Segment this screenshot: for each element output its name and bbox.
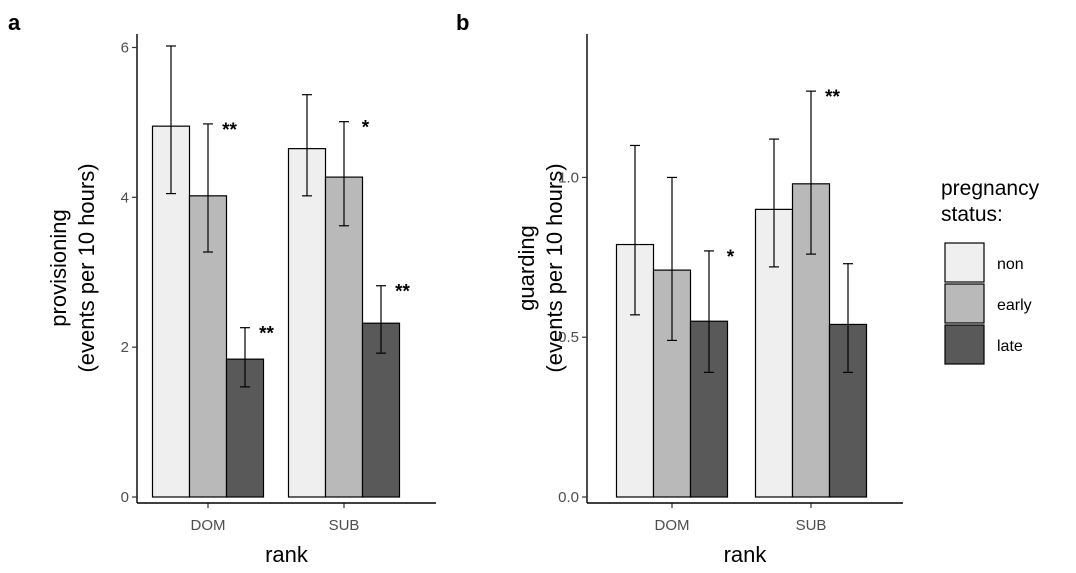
error-bar-sub-late [376,285,386,354]
legend-swatch-early [944,283,985,324]
y-tick-label: 6 [121,39,129,56]
significance-marker: ** [395,282,410,303]
x-axis-title: rank [724,542,768,567]
y-axis-title: (events per 10 hours) [542,163,567,372]
significance-marker: * [727,247,735,268]
error-bar-dom-late [240,327,250,388]
error-bar-sub-early [806,90,816,255]
x-axis-title: rank [265,542,309,567]
legend-swatch-late [944,324,985,365]
legend: pregnancy status: non early late [941,177,1040,365]
significance-marker: ** [259,324,274,345]
significance-marker: * [362,118,370,139]
error-bar-sub-non [769,138,779,268]
significance-marker: ** [825,87,840,108]
legend-label-early: early [997,297,1032,314]
error-bar-sub-early [339,121,349,227]
y-axis-title: provisioning [46,209,71,326]
legend-label-non: non [997,256,1024,273]
error-bar-sub-non [302,94,312,197]
error-bar-sub-late [843,263,853,373]
bar-sub-non [287,148,327,498]
significance-marker: ** [222,120,237,141]
error-bar-dom-early [203,123,213,253]
x-tick-label: SUB [796,517,827,534]
legend-label-late: late [997,338,1023,355]
panel-letter: a [8,10,21,35]
error-bar-dom-non [166,45,176,195]
y-axis-title: (events per 10 hours) [74,163,99,372]
legend-swatch-non [944,242,985,283]
y-tick-label: 0 [121,489,129,506]
y-tick-label: 2 [121,339,129,356]
y-axis-title: guarding [514,225,539,311]
x-tick-label: DOM [655,517,690,534]
x-tick-label: SUB [329,517,360,534]
panel-letter: b [456,10,469,35]
y-tick-label: 4 [121,189,129,206]
bar-sub-early [324,176,364,498]
y-tick-label: 1.0 [558,169,579,186]
error-bar-dom-late [704,250,714,373]
error-bar-dom-early [667,176,677,342]
x-tick-label: DOM [191,517,226,534]
y-tick-label: 0.0 [558,489,579,506]
legend-title: pregnancy [941,177,1040,200]
y-tick-label: 0.5 [558,329,579,346]
panel-b: b * DOM ** SUB 0.0 0.5 1.0 rank guarding (events p… [456,10,903,567]
error-bar-dom-non [630,144,640,316]
legend-title: status: [941,203,1003,226]
